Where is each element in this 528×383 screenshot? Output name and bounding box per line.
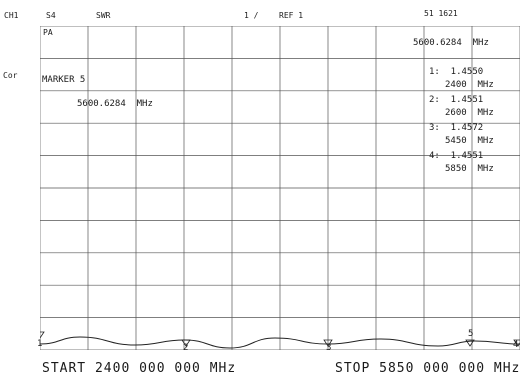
format-label: SWR	[96, 11, 111, 20]
marker-2-value: 2: 1.4551	[429, 95, 484, 105]
start-frequency: START 2400 000 000 MHz	[42, 361, 237, 376]
channel-label: CH1	[4, 11, 19, 20]
marker-4-value: 4: 1.4551	[429, 151, 484, 161]
marker-arrows	[40, 331, 520, 347]
marker-number-4: 4	[513, 340, 519, 350]
marker-4-frequency: 5850 MHz	[445, 164, 494, 174]
stop-frequency: STOP 5850 000 000 MHz	[335, 361, 521, 376]
marker-label: MARKER 5	[42, 75, 86, 85]
marker-3-value: 3: 1.4572	[429, 123, 484, 133]
scale-label: 1 /	[244, 11, 259, 20]
swr-plot	[40, 26, 520, 350]
marker-2-frequency: 2600 MHz	[445, 108, 494, 118]
swr-trace	[40, 336, 520, 349]
marker-arrow	[465, 339, 475, 347]
marker-arrow	[323, 339, 333, 347]
marker-arrow	[40, 331, 45, 339]
marker-frequency: 5600.6284 MHz	[77, 99, 153, 109]
marker-number-1: 1	[37, 339, 43, 349]
marker-arrow	[513, 339, 520, 347]
correction-label: Cor	[3, 71, 18, 80]
marker-1-frequency: 2400 MHz	[445, 80, 494, 90]
marker-number-3: 3	[326, 343, 332, 353]
marker-3-frequency: 5450 MHz	[445, 136, 494, 146]
graticule	[40, 26, 520, 350]
marker-1-value: 1: 1.4550	[429, 67, 484, 77]
active-marker-frequency: 5600.6284 MHz	[413, 38, 489, 48]
reference-label: REF 1	[279, 11, 304, 20]
grid-corner-label: PA	[43, 28, 53, 37]
date-label: 51 1621	[424, 9, 458, 18]
marker-number-5: 5	[468, 329, 474, 339]
marker-number-2: 2	[183, 343, 189, 353]
marker-arrow	[181, 339, 191, 347]
measurement-label: S4	[46, 11, 56, 20]
